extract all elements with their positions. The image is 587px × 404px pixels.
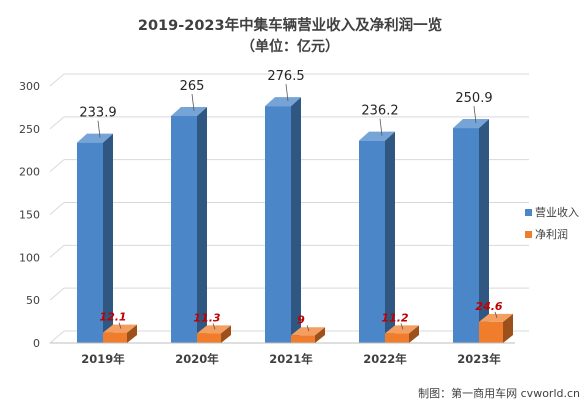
y-tick-label: 300 bbox=[19, 80, 40, 93]
bar-side bbox=[127, 324, 137, 343]
bar-revenue bbox=[77, 133, 113, 343]
data-label-revenue: 236.2 bbox=[361, 104, 398, 119]
leader-line bbox=[118, 322, 122, 329]
bar-side bbox=[503, 313, 513, 343]
y-tick-label: 0 bbox=[33, 337, 40, 350]
bar-top bbox=[453, 119, 489, 129]
legend-swatch bbox=[525, 209, 532, 216]
gridline-depth bbox=[49, 202, 65, 215]
bar-top bbox=[197, 325, 231, 334]
bar-top bbox=[385, 325, 419, 334]
data-label-revenue: 276.5 bbox=[267, 69, 304, 84]
gridline-depth bbox=[49, 159, 65, 173]
bar-side bbox=[197, 106, 207, 343]
y-tick-label: 100 bbox=[19, 251, 40, 264]
gridline-depth bbox=[49, 116, 65, 130]
leader-line bbox=[97, 120, 101, 138]
bar-front bbox=[453, 128, 479, 343]
bar-side bbox=[409, 325, 419, 343]
chart-subtitle: （单位：亿元） bbox=[241, 38, 339, 55]
bar-front bbox=[359, 140, 385, 343]
gridline-depth bbox=[49, 244, 65, 258]
leader-line bbox=[285, 84, 289, 102]
bar-profit bbox=[197, 325, 231, 343]
bar-front bbox=[197, 333, 221, 343]
y-tick-label: 50 bbox=[26, 294, 40, 307]
bar-top bbox=[291, 327, 325, 336]
bar-side bbox=[291, 97, 301, 343]
bar-top bbox=[265, 97, 301, 107]
x-tick-label: 2022年 bbox=[363, 352, 407, 366]
x-tick-label: 2021年 bbox=[269, 352, 313, 366]
bar-front bbox=[265, 106, 291, 343]
bar-revenue bbox=[265, 97, 301, 343]
bar-front bbox=[291, 335, 315, 343]
data-label-revenue: 250.9 bbox=[455, 91, 492, 106]
credit-text: 制图：第一商用车网 cvworld.cn bbox=[418, 386, 580, 400]
legend-swatch bbox=[525, 231, 532, 238]
bar-side bbox=[221, 325, 231, 343]
bar-profit bbox=[479, 313, 513, 343]
bar-front bbox=[171, 115, 197, 343]
bar-side bbox=[385, 131, 395, 343]
bar-front bbox=[77, 142, 103, 343]
bar-top bbox=[479, 313, 513, 322]
gridline-depth bbox=[49, 330, 65, 344]
legend-label: 营业收入 bbox=[535, 205, 579, 219]
x-tick-label: 2020年 bbox=[175, 352, 219, 366]
data-label-profit: 24.6 bbox=[475, 300, 502, 313]
bar-side bbox=[315, 327, 325, 343]
leader-line bbox=[494, 311, 498, 319]
x-tick-label: 2023年 bbox=[457, 352, 501, 366]
gridline-depth bbox=[49, 287, 65, 301]
data-label-profit: 11.3 bbox=[193, 311, 220, 324]
chart-title: 2019-2023年中集车辆营业收入及净利润一览 bbox=[138, 16, 442, 34]
bar-profit bbox=[103, 324, 137, 343]
bar-top bbox=[171, 106, 207, 116]
data-label-profit: 12.1 bbox=[99, 311, 126, 324]
bar-profit bbox=[385, 325, 419, 343]
data-label-revenue: 233.9 bbox=[79, 106, 116, 121]
leader-line bbox=[212, 323, 216, 330]
bars bbox=[77, 97, 513, 343]
leader-line bbox=[191, 93, 195, 112]
axes: 0 50 100 150 200 250 300 2019年 2020年 2021年 2022年 20… bbox=[19, 80, 515, 366]
data-label-profit: 9 bbox=[297, 313, 305, 326]
bar-top bbox=[103, 324, 137, 333]
data-label-profit: 11.2 bbox=[381, 311, 408, 324]
leader-line bbox=[306, 325, 310, 332]
bar-front bbox=[385, 333, 409, 343]
bar-front bbox=[479, 321, 503, 343]
bar-front bbox=[103, 332, 127, 343]
bar-side bbox=[479, 119, 489, 343]
bar-revenue bbox=[359, 131, 395, 343]
bar-side bbox=[103, 133, 113, 343]
gridline-depth bbox=[49, 73, 65, 87]
leader-line bbox=[473, 106, 477, 124]
bar-top bbox=[359, 131, 395, 141]
bar-revenue bbox=[171, 106, 207, 343]
leader-line bbox=[400, 323, 404, 330]
bar-profit bbox=[291, 327, 325, 343]
data-label-revenue: 265 bbox=[180, 79, 205, 94]
y-tick-label: 200 bbox=[19, 166, 40, 179]
y-tick-label: 250 bbox=[19, 123, 40, 136]
x-tick-label: 2019年 bbox=[81, 352, 125, 366]
leader-line bbox=[379, 118, 383, 136]
bar-top bbox=[77, 133, 113, 143]
legend-label: 净利润 bbox=[535, 227, 568, 241]
y-tick-label: 150 bbox=[19, 209, 40, 222]
bar-revenue bbox=[453, 119, 489, 343]
data-labels: 233.9 12.1 265 11.3 276.5 9 236.2 11.2 250.9 24.6 bbox=[79, 69, 503, 332]
